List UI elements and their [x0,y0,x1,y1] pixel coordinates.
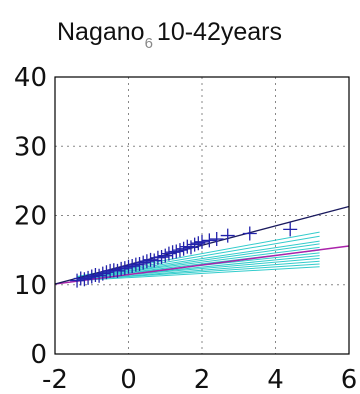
ensemble-line [77,266,320,282]
data-point [110,263,125,278]
data-point [161,246,176,261]
data-point [143,252,158,267]
data-point [95,266,110,281]
x-tick-label: 0 [120,365,137,394]
data-point [283,222,298,237]
reference-line-group [54,245,350,285]
data-point [191,236,206,251]
data-point [147,253,162,268]
data-point [165,245,180,260]
x-tick-label: 2 [194,365,211,394]
x-tick-label: 4 [267,365,284,394]
data-point [180,239,195,254]
y-tick-label: 40 [14,63,47,93]
x-tick-label: -2 [42,365,68,394]
data-point [125,259,140,274]
chart-title-main: Nagano [57,18,145,46]
data-point [88,268,103,283]
data-point [128,257,143,272]
data-point [132,256,147,271]
data-point [172,243,187,258]
grid [55,77,349,354]
data-points [70,222,298,288]
y-tick-labels: 0 10 20 30 40 [14,63,47,370]
reference-line [54,245,350,285]
data-point [139,254,154,269]
data-point [154,250,169,265]
data-point [202,233,217,248]
data-point [92,268,107,283]
data-point [99,265,114,280]
y-tick-label: 20 [14,202,47,232]
data-point [183,240,198,255]
data-point [242,226,257,241]
plot-frame [54,76,350,355]
data-point [158,248,173,263]
data-point [106,263,121,278]
chart-title: Nagano6 10-42years [57,18,282,52]
data-point [220,228,235,243]
data-point [114,261,129,276]
data-point [136,255,151,270]
data-point [81,270,96,285]
x-tick-labels: -2 0 2 4 6 [42,365,357,394]
chart-title-sub: 6 [145,35,153,52]
data-point [121,259,136,274]
data-point [195,234,209,249]
data-point [187,237,202,252]
data-point [150,250,165,265]
x-tick-label: 6 [341,365,358,394]
data-point [169,244,184,259]
chart-title-rest: 10-42years [157,18,282,46]
data-point [70,273,85,288]
y-tick-label: 30 [14,132,47,162]
data-point [176,241,191,256]
data-point [73,271,88,286]
data-point [209,232,224,247]
data-point [77,272,92,287]
data-point [117,261,132,276]
data-point [84,269,99,284]
y-tick-label: 10 [14,271,47,301]
y-tick-label: 0 [30,340,47,370]
